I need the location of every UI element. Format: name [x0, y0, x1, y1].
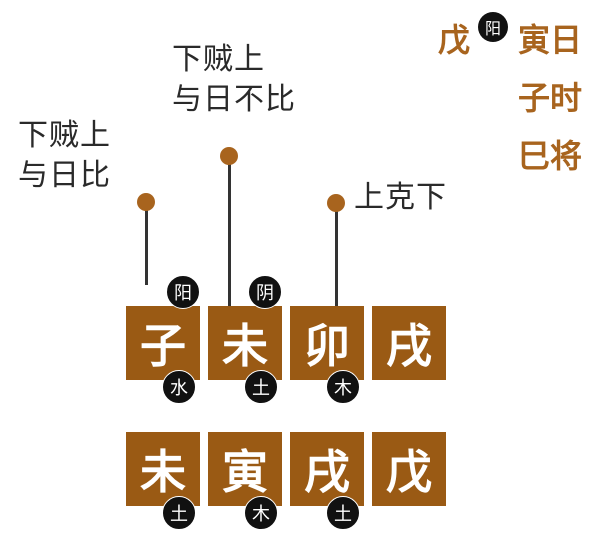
- hour-label: 子时: [518, 79, 583, 117]
- top-box-2-yinyang-badge: 阴: [248, 275, 282, 309]
- general-label: 巳将: [518, 137, 583, 175]
- bottom-box-3: 戌: [290, 432, 364, 506]
- day-stem-yinyang-badge: 阳: [478, 12, 508, 42]
- connector-line-2: [228, 157, 231, 307]
- annotation-1-line2: 与日比: [18, 158, 111, 193]
- bottom-box-1: 未: [126, 432, 200, 506]
- top-box-1-element-badge: 水: [162, 370, 196, 404]
- top-box-2: 未: [208, 306, 282, 380]
- bottom-box-2-element-badge: 木: [244, 496, 278, 530]
- top-box-1: 子: [126, 306, 200, 380]
- day-label: 寅日: [518, 21, 583, 59]
- annotation-3-line1: 上克下: [354, 180, 447, 215]
- top-box-1-yinyang-badge: 阳: [166, 275, 200, 309]
- day-stem: 戊: [438, 21, 471, 59]
- top-box-3: 卯: [290, 306, 364, 380]
- top-box-4: 戌: [372, 306, 446, 380]
- annotation-1-line1: 下贼上: [18, 118, 111, 153]
- connector-dot-1: [137, 193, 155, 211]
- annotation-1: 下贼上 与日比: [18, 116, 111, 196]
- annotation-2-line1: 下贼上: [172, 42, 265, 77]
- bottom-box-1-element-badge: 土: [162, 496, 196, 530]
- top-box-2-element-badge: 土: [244, 370, 278, 404]
- top-box-3-element-badge: 木: [326, 370, 360, 404]
- connector-dot-2: [220, 147, 238, 165]
- bottom-box-2: 寅: [208, 432, 282, 506]
- bottom-box-3-element-badge: 土: [326, 496, 360, 530]
- annotation-2: 下贼上 与日不比: [172, 40, 296, 120]
- annotation-3: 上克下: [354, 178, 447, 218]
- connector-line-1: [145, 203, 148, 285]
- bottom-box-4: 戊: [372, 432, 446, 506]
- annotation-2-line2: 与日不比: [172, 82, 296, 117]
- connector-line-3: [335, 204, 338, 306]
- connector-dot-3: [327, 194, 345, 212]
